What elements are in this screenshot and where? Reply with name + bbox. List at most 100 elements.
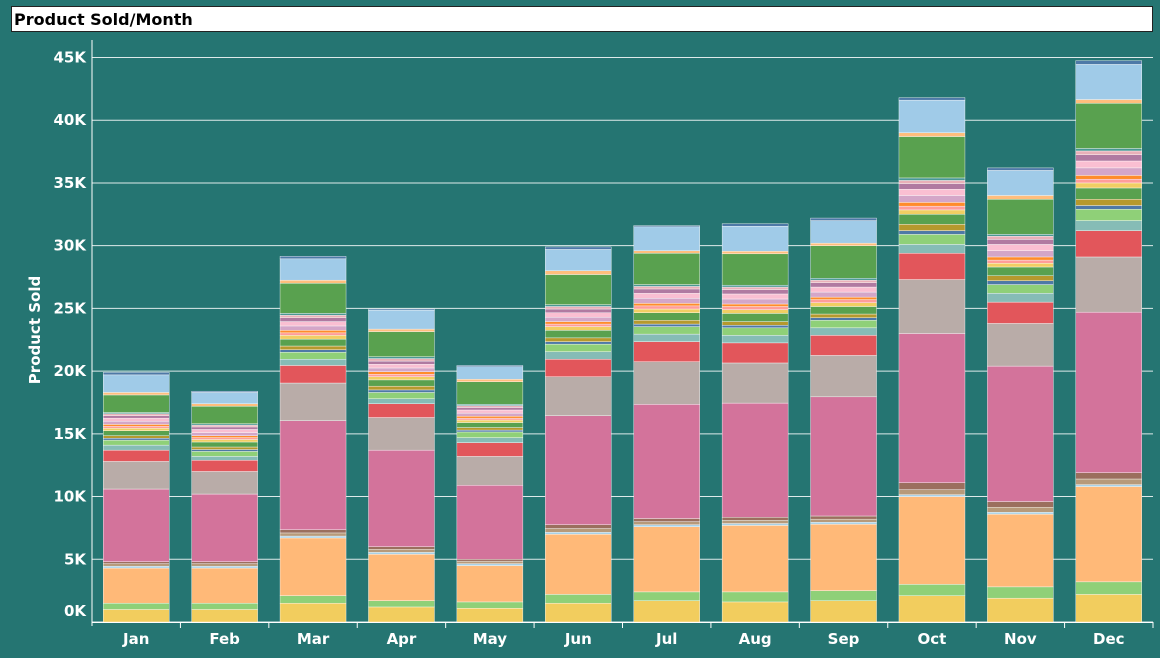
bar-segment bbox=[633, 252, 700, 285]
bar-segment bbox=[810, 299, 877, 303]
bar-segment bbox=[987, 244, 1054, 251]
bar-segment bbox=[545, 343, 612, 352]
bar-segment bbox=[456, 563, 524, 566]
bar-segment bbox=[810, 317, 877, 321]
bar-segment bbox=[987, 170, 1054, 196]
bar-segment bbox=[1075, 230, 1142, 258]
bar-segment bbox=[368, 358, 435, 362]
bar-segment bbox=[898, 252, 966, 280]
bar-segment bbox=[721, 342, 789, 364]
bar-segment bbox=[279, 382, 347, 421]
bar-segment bbox=[987, 234, 1054, 237]
bar-segment bbox=[545, 274, 612, 305]
bar-segment bbox=[456, 407, 524, 411]
bar-segment bbox=[987, 250, 1054, 258]
bar-segment bbox=[1075, 154, 1142, 162]
bar-segment bbox=[191, 392, 258, 404]
bar-segment bbox=[279, 595, 347, 604]
bar-segment bbox=[279, 349, 347, 353]
bar-segment bbox=[721, 298, 789, 305]
bar-segment bbox=[810, 518, 877, 523]
bar-segment bbox=[368, 552, 435, 555]
bar-segment bbox=[545, 337, 612, 342]
bar-segment bbox=[810, 355, 877, 398]
bar-segment bbox=[898, 489, 966, 495]
bar-segment bbox=[191, 429, 258, 433]
bar-segment bbox=[545, 249, 612, 271]
bar-segment bbox=[368, 554, 435, 601]
bar-segment bbox=[810, 590, 877, 601]
y-tick-label: 35K bbox=[54, 174, 88, 192]
bar-segment bbox=[987, 256, 1054, 261]
bar-segment bbox=[721, 591, 789, 603]
x-tick-label: Apr bbox=[387, 630, 417, 648]
y-tick-label: 25K bbox=[54, 299, 88, 317]
bar-segment bbox=[1075, 209, 1142, 221]
bar-segment bbox=[898, 209, 966, 215]
bar-segment bbox=[368, 389, 435, 393]
x-tick-label: May bbox=[473, 630, 508, 648]
bar-segment bbox=[103, 567, 170, 604]
bar-segment bbox=[633, 333, 700, 342]
bar-segment bbox=[987, 586, 1054, 599]
bar-segment bbox=[898, 496, 966, 585]
bar-segment bbox=[987, 275, 1054, 281]
bar-segment bbox=[368, 376, 435, 381]
bar-segment bbox=[1075, 60, 1142, 65]
bar-segment bbox=[103, 561, 170, 564]
bar-segment bbox=[1075, 486, 1142, 583]
bar-segment bbox=[633, 226, 700, 251]
bar-segment bbox=[633, 312, 700, 321]
bar-segment bbox=[810, 600, 877, 623]
bar-segment bbox=[898, 244, 966, 254]
bar-segment bbox=[191, 406, 258, 424]
bar-segment bbox=[191, 567, 258, 604]
bar-segment bbox=[545, 528, 612, 533]
bar-segment bbox=[721, 362, 789, 404]
bar-segment bbox=[898, 132, 966, 137]
bar-segment bbox=[456, 429, 524, 433]
bar-segment bbox=[191, 424, 258, 428]
bar-segment bbox=[810, 522, 877, 525]
bar-segment bbox=[987, 239, 1054, 245]
bar-segment bbox=[103, 439, 170, 446]
bar-segment bbox=[279, 332, 347, 336]
bar-segment bbox=[279, 315, 347, 318]
bar-segment bbox=[368, 379, 435, 387]
bar-segment bbox=[103, 374, 170, 393]
bar-segment bbox=[279, 420, 347, 530]
bar-segment bbox=[191, 441, 258, 448]
bar-segment bbox=[721, 306, 789, 310]
y-tick-label: 0K bbox=[64, 602, 87, 620]
bar-segment bbox=[191, 446, 258, 450]
bar-segment bbox=[191, 471, 258, 495]
bar-segment bbox=[368, 549, 435, 553]
y-tick-label: 5K bbox=[64, 550, 87, 568]
bar-segment bbox=[1075, 220, 1142, 231]
bar-segment bbox=[898, 234, 966, 245]
bar-segment bbox=[279, 317, 347, 322]
bar-segment bbox=[279, 325, 347, 331]
bar-segment bbox=[368, 385, 435, 391]
bar-segment bbox=[545, 326, 612, 331]
bar-segment bbox=[103, 424, 170, 427]
y-tick-label: 15K bbox=[54, 425, 88, 443]
bar-segment bbox=[633, 526, 700, 593]
bar-segment bbox=[368, 403, 435, 418]
bar-segment bbox=[721, 284, 789, 288]
bar-segment bbox=[987, 266, 1054, 276]
bar-segment bbox=[103, 565, 170, 569]
bar-segment bbox=[368, 374, 435, 377]
bar-segment bbox=[368, 449, 435, 547]
bar-segment bbox=[368, 606, 435, 623]
bar-segment bbox=[1075, 167, 1142, 176]
bar-segment bbox=[545, 533, 612, 595]
bar-segment bbox=[721, 251, 789, 255]
bar-segment bbox=[1075, 581, 1142, 595]
bar-segment bbox=[191, 390, 258, 393]
bar-segment bbox=[810, 291, 877, 298]
bar-segment bbox=[810, 302, 877, 307]
bar-segment bbox=[279, 358, 347, 366]
y-axis-label: Product Sold bbox=[26, 276, 44, 384]
bar-segment bbox=[103, 488, 170, 562]
